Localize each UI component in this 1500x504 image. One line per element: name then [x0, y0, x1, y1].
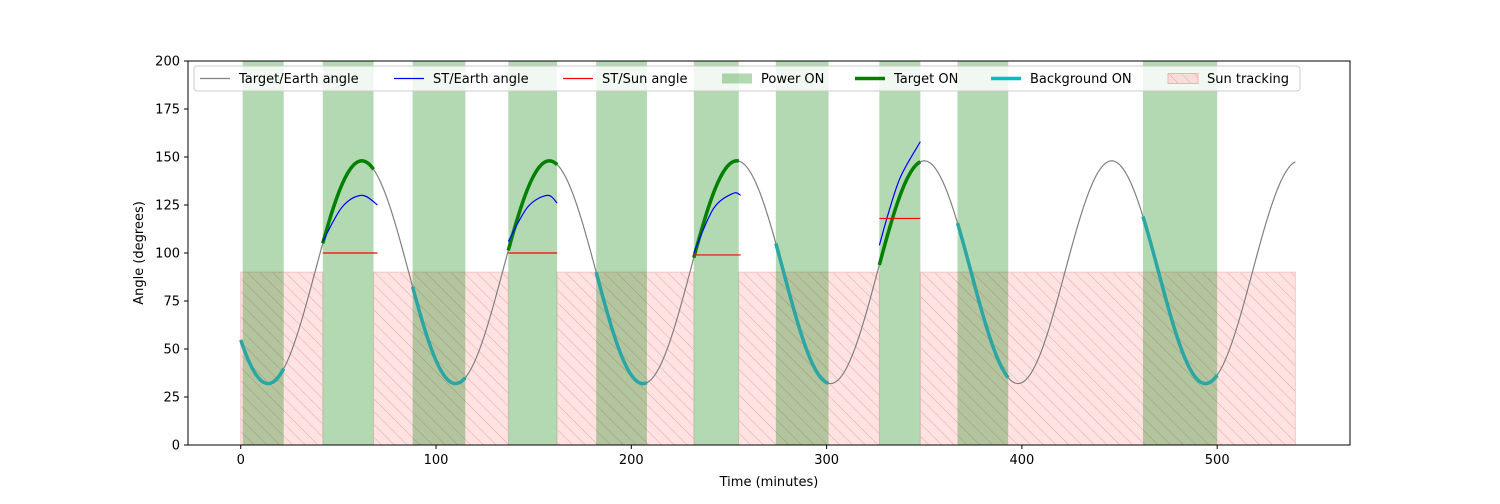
y-tick-label: 200 [155, 55, 180, 70]
y-tick-label: 125 [155, 199, 180, 214]
background-on-segment [239, 339, 286, 386]
sun-tracking-hatch [556, 271, 695, 445]
y-tick-label: 100 [155, 247, 180, 262]
x-tick-label: 400 [1009, 453, 1034, 468]
target-on-segment [877, 160, 922, 266]
y-tick-label: 25 [163, 391, 180, 406]
y-tick-label: 175 [155, 103, 180, 118]
target-on-segment [692, 159, 740, 259]
legend-label: Background ON [1030, 72, 1132, 87]
legend: Target/Earth angle ST/Earth angle ST/Sun a… [193, 65, 1301, 92]
y-tick-label: 50 [163, 343, 180, 358]
x-tick-label: 0 [237, 453, 245, 468]
legend-box [193, 65, 1301, 92]
x-tick-label: 200 [619, 453, 644, 468]
legend-label: Sun tracking [1207, 72, 1289, 87]
target-on-segment [506, 159, 559, 251]
x-axis-label: Time (minutes) [719, 475, 819, 490]
st-earth-segment [507, 194, 558, 242]
power-on-span [1142, 61, 1218, 445]
sun-tracking-hatch [373, 271, 509, 445]
legend-label: ST/Sun angle [602, 72, 688, 87]
target-on-segment [321, 159, 375, 244]
legend-label: Target/Earth angle [238, 72, 359, 87]
power-on-span [879, 61, 921, 445]
background-on-segment [1141, 216, 1219, 386]
legend-swatch [722, 73, 752, 84]
sun-tracking-hatch [919, 271, 1296, 445]
power-on-span [242, 61, 284, 445]
y-tick-label: 75 [163, 295, 180, 310]
power-on-span [775, 61, 829, 445]
legend-swatch-hatch [1167, 73, 1199, 84]
y-axis-label: Angle (degrees) [132, 201, 147, 305]
y-tick-label: 0 [172, 439, 180, 454]
st-earth-segment [322, 194, 378, 242]
x-tick-label: 300 [814, 453, 839, 468]
power-on-span [596, 61, 647, 445]
background-on-segment [955, 222, 1010, 379]
y-tick-label: 150 [155, 151, 180, 166]
background-on-segment [594, 271, 648, 386]
sun-tracking-hatch [240, 271, 324, 445]
x-tick-label: 100 [424, 453, 449, 468]
x-tick-label: 500 [1205, 453, 1230, 468]
st-earth-segment [693, 192, 741, 254]
power-on-span [412, 61, 466, 445]
legend-label: Power ON [761, 72, 824, 87]
power-on-span [693, 61, 739, 445]
background-on-segment [410, 286, 467, 386]
legend-label: ST/Earth angle [433, 72, 529, 87]
st-earth-segment [878, 141, 921, 246]
background-on-segment [774, 242, 830, 385]
legend-label: Target ON [893, 72, 958, 87]
